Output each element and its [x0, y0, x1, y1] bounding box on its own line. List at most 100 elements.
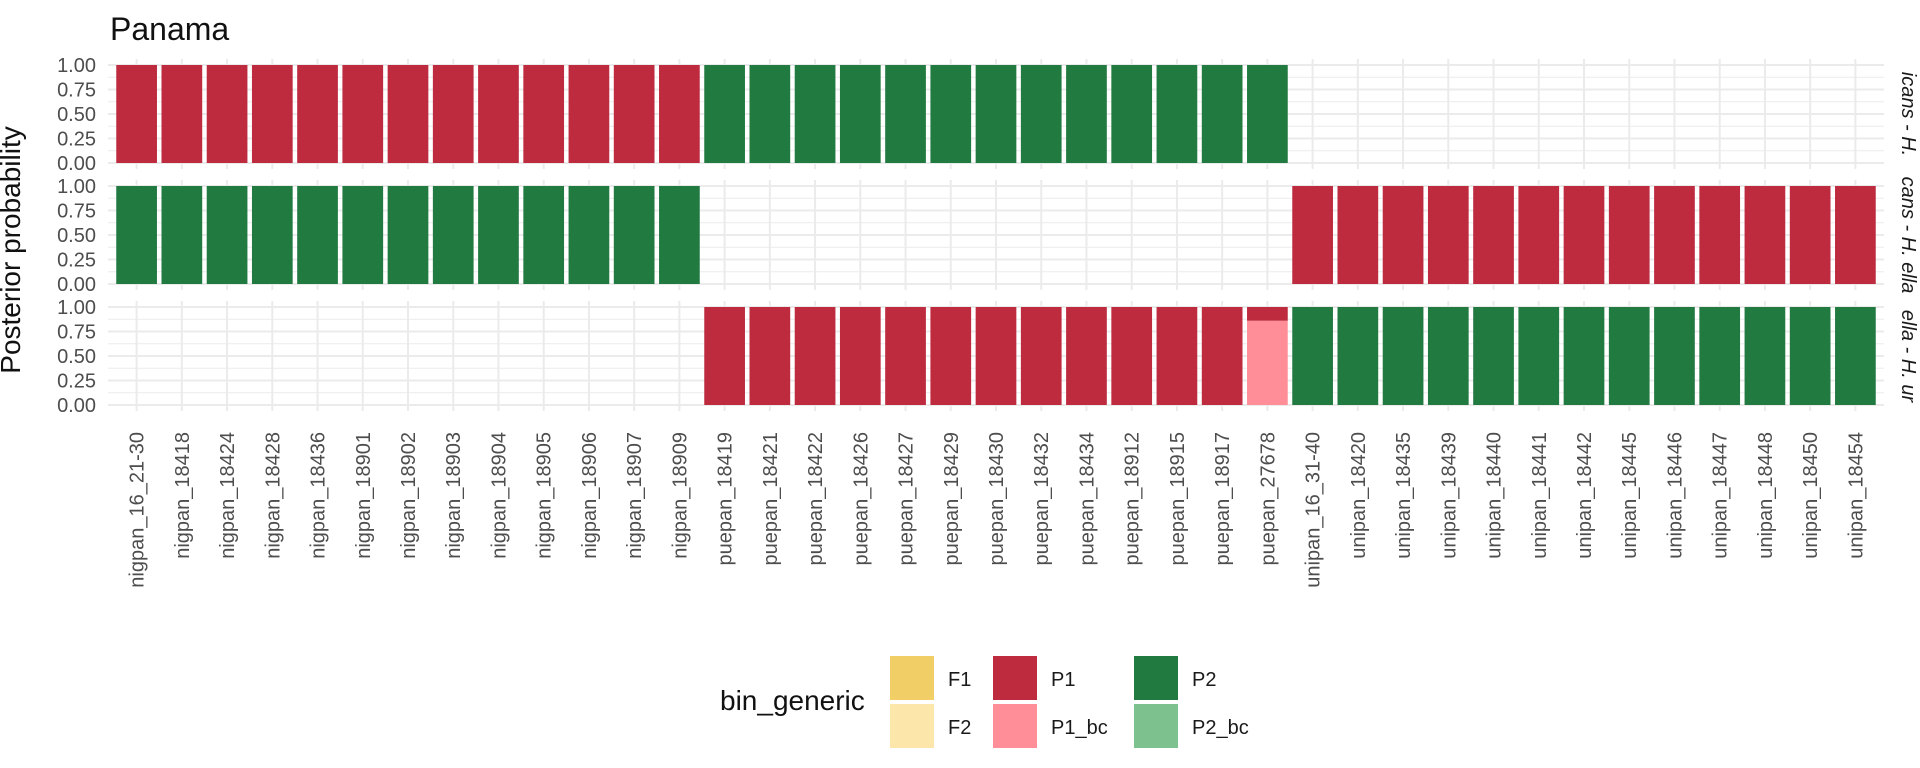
bar-unipan_18420-P1	[1337, 186, 1379, 284]
x-tick-label: puepan_18915	[1167, 432, 1189, 565]
bar-puepan_27678-P1	[1247, 307, 1288, 321]
legend-label: F1	[948, 669, 971, 691]
bar-unipan_16_31-40-P2	[1292, 307, 1333, 405]
y-tick-label: 0.00	[57, 153, 96, 175]
legend-label: P2	[1192, 669, 1216, 691]
bar-puepan_18426-P2	[839, 65, 881, 163]
legend-key-P2_bc	[1134, 704, 1178, 748]
legend-key-P1_bc	[993, 704, 1037, 748]
bar-nigpan_18905-P1	[523, 65, 565, 163]
legend-label: F2	[948, 717, 971, 739]
x-tick-label: puepan_18426	[850, 432, 872, 565]
bar-nigpan_18909-P2	[659, 186, 700, 284]
bar-nigpan_18901-P1	[342, 65, 384, 163]
x-tick-label: unipan_18440	[1484, 432, 1506, 559]
bar-puepan_18427-P2	[885, 65, 926, 163]
bar-unipan_18442-P1	[1563, 186, 1605, 284]
bar-puepan_18430-P2	[975, 65, 1017, 163]
bar-unipan_18420-P2	[1337, 307, 1379, 405]
bar-puepan_18915-P2	[1156, 65, 1198, 163]
bar-nigpan_18428-P1	[251, 65, 293, 163]
bar-unipan_18445-P1	[1608, 186, 1650, 284]
bar-unipan_18454-P1	[1835, 186, 1876, 284]
x-tick-label: unipan_18450	[1800, 432, 1822, 559]
bar-puepan_18912-P1	[1111, 307, 1153, 405]
bar-nigpan_16_21-30-P1	[116, 65, 157, 163]
x-tick-label: unipan_18448	[1755, 432, 1777, 559]
x-tick-label: nigpan_18905	[534, 432, 556, 559]
bar-puepan_18429-P1	[930, 307, 972, 405]
x-tick-label: puepan_18912	[1122, 432, 1144, 565]
y-tick-label: 0.25	[57, 129, 96, 151]
bar-puepan_18432-P1	[1020, 307, 1062, 405]
bar-unipan_18441-P2	[1518, 307, 1560, 405]
bar-nigpan_18906-P1	[568, 65, 610, 163]
bar-puepan_18426-P1	[839, 307, 881, 405]
bar-puepan_18422-P1	[794, 307, 836, 405]
legend-label: P2_bc	[1192, 717, 1249, 739]
x-tick-label: unipan_18446	[1664, 432, 1686, 559]
x-tick-label: puepan_18430	[986, 432, 1008, 565]
bar-unipan_16_31-40-P1	[1292, 186, 1333, 284]
bar-nigpan_18905-P2	[523, 186, 565, 284]
bar-unipan_18447-P2	[1699, 307, 1741, 405]
y-tick-label: 0.75	[57, 80, 96, 102]
bar-puepan_18432-P2	[1020, 65, 1062, 163]
bar-unipan_18441-P1	[1518, 186, 1560, 284]
bar-nigpan_18902-P1	[387, 65, 429, 163]
x-tick-label: unipan_18442	[1574, 432, 1596, 559]
bar-puepan_27678-P2	[1247, 65, 1288, 163]
facet-strip-label: icans - H.	[1897, 72, 1919, 156]
x-tick-label: puepan_18421	[760, 432, 782, 565]
y-tick-label: 0.50	[57, 346, 96, 368]
x-tick-label: puepan_27678	[1257, 432, 1279, 565]
bar-nigpan_18428-P2	[251, 186, 293, 284]
x-tick-label: unipan_18435	[1393, 432, 1415, 559]
legend: bin_generic F1 F2 P1 P1_bc P2 P2_bc	[720, 656, 1249, 748]
bar-puepan_18917-P1	[1201, 307, 1243, 405]
y-tick-label: 1.00	[57, 55, 96, 77]
bar-unipan_18440-P1	[1473, 186, 1514, 284]
bar-unipan_18454-P2	[1835, 307, 1876, 405]
panel-2: 0.000.25 0.500.75 1.00 cans - H. ella	[57, 176, 1919, 296]
x-tick-label: nigpan_18901	[353, 432, 375, 559]
x-tick-label: puepan_18917	[1212, 432, 1234, 565]
x-tick-label: puepan_18432	[1031, 432, 1053, 565]
legend-key-F1	[890, 656, 934, 700]
bar-puepan_18434-P2	[1066, 65, 1107, 163]
bar-nigpan_18418-P1	[161, 65, 203, 163]
x-tick-label: unipan_18441	[1529, 432, 1551, 559]
bar-puepan_18421-P1	[749, 307, 791, 405]
bar-puepan_27678-P1_bc	[1247, 320, 1288, 405]
bar-nigpan_18909-P1	[659, 65, 700, 163]
bar-nigpan_18906-P2	[568, 186, 610, 284]
chart-title: Panama	[110, 11, 229, 47]
bar-puepan_18430-P1	[975, 307, 1017, 405]
y-axis-label: Posterior probability	[0, 126, 26, 373]
bar-unipan_18439-P1	[1427, 186, 1469, 284]
bar-nigpan_18902-P2	[387, 186, 429, 284]
bar-unipan_18435-P2	[1382, 307, 1424, 405]
x-tick-label: puepan_18419	[715, 432, 737, 565]
x-tick-label: nigpan_18909	[669, 432, 691, 559]
bar-unipan_18442-P2	[1563, 307, 1605, 405]
x-tick-label: puepan_18422	[805, 432, 827, 565]
bar-puepan_18421-P2	[749, 65, 791, 163]
x-tick-label: nigpan_16_21-30	[127, 432, 149, 588]
y-tick-label: 0.25	[57, 371, 96, 393]
bar-unipan_18445-P2	[1608, 307, 1650, 405]
y-tick-label: 0.50	[57, 225, 96, 247]
bar-unipan_18448-P2	[1744, 307, 1786, 405]
x-tick-label: unipan_18447	[1710, 432, 1732, 559]
bar-puepan_18429-P2	[930, 65, 972, 163]
facet-strip-label: cans - H. ella	[1897, 177, 1919, 294]
y-tick-label: 1.00	[57, 176, 96, 198]
bar-unipan_18450-P2	[1789, 307, 1831, 405]
legend-title: bin_generic	[720, 685, 865, 716]
bar-nigpan_18903-P1	[432, 65, 474, 163]
bar-nigpan_18903-P2	[432, 186, 474, 284]
bar-nigpan_18904-P1	[478, 65, 519, 163]
panel-1: 0.000.25 0.500.75 1.00 icans - H.	[57, 55, 1919, 175]
